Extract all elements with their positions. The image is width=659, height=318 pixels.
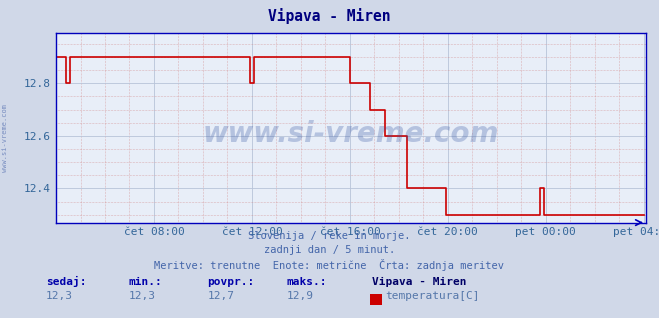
Text: 12,3: 12,3 bbox=[46, 291, 73, 301]
Text: Vipava - Miren: Vipava - Miren bbox=[268, 8, 391, 24]
Text: min.:: min.: bbox=[129, 277, 162, 287]
Text: www.si-vreme.com: www.si-vreme.com bbox=[203, 120, 499, 148]
Text: temperatura[C]: temperatura[C] bbox=[386, 291, 480, 301]
Text: Meritve: trenutne  Enote: metrične  Črta: zadnja meritev: Meritve: trenutne Enote: metrične Črta: … bbox=[154, 259, 505, 271]
Text: sedaj:: sedaj: bbox=[46, 276, 86, 287]
Text: 12,7: 12,7 bbox=[208, 291, 235, 301]
Text: Vipava - Miren: Vipava - Miren bbox=[372, 277, 467, 287]
Text: povpr.:: povpr.: bbox=[208, 277, 255, 287]
Text: maks.:: maks.: bbox=[287, 277, 327, 287]
Text: Slovenija / reke in morje.: Slovenija / reke in morje. bbox=[248, 231, 411, 240]
Text: www.si-vreme.com: www.si-vreme.com bbox=[2, 104, 9, 172]
Text: 12,3: 12,3 bbox=[129, 291, 156, 301]
Text: 12,9: 12,9 bbox=[287, 291, 314, 301]
Text: zadnji dan / 5 minut.: zadnji dan / 5 minut. bbox=[264, 245, 395, 255]
